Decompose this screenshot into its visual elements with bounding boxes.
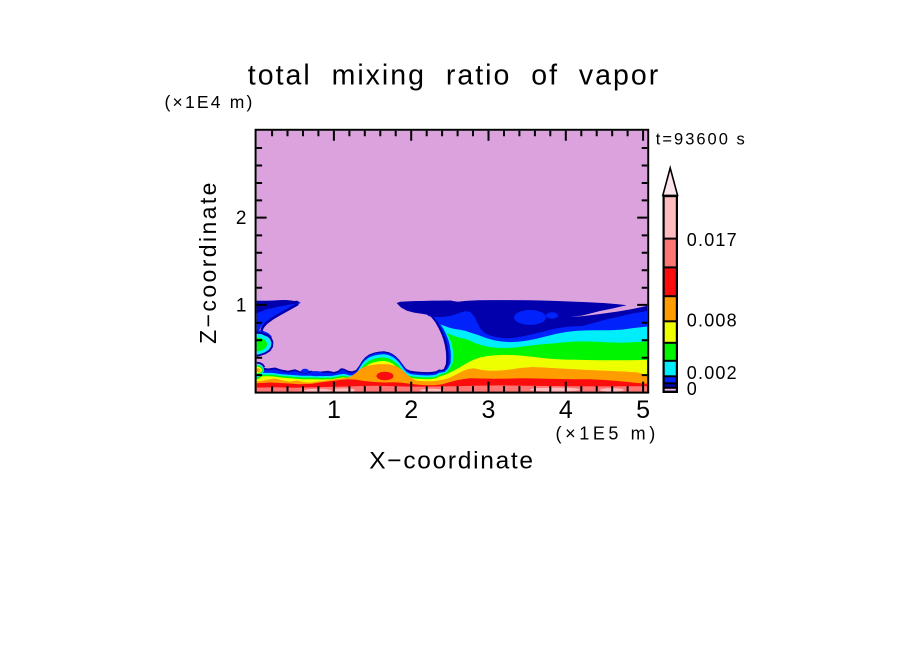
svg-text:t=93600 s: t=93600 s — [656, 131, 747, 149]
svg-text:0.002: 0.002 — [687, 363, 738, 383]
svg-text:2: 2 — [236, 208, 247, 229]
svg-text:5: 5 — [636, 396, 650, 424]
svg-text:1: 1 — [327, 396, 341, 424]
svg-text:(×1E4 m): (×1E4 m) — [165, 92, 255, 112]
svg-text:Z−coordinate: Z−coordinate — [195, 180, 221, 344]
svg-text:2: 2 — [404, 396, 418, 424]
svg-text:0.017: 0.017 — [687, 230, 738, 250]
svg-text:(×1E5 m): (×1E5 m) — [556, 424, 659, 444]
svg-text:4: 4 — [559, 396, 573, 424]
svg-text:X−coordinate: X−coordinate — [369, 448, 534, 475]
svg-text:1: 1 — [236, 295, 247, 316]
svg-text:0.008: 0.008 — [687, 310, 738, 330]
svg-text:0: 0 — [687, 379, 698, 399]
svg-text:3: 3 — [482, 396, 496, 424]
svg-text:total mixing ratio of vapor: total mixing ratio of vapor — [248, 60, 660, 92]
